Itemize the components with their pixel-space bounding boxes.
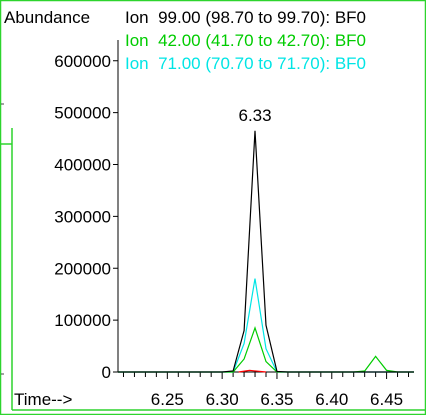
legend-entry: Ion 42.00 (41.70 to 42.70): BF0 bbox=[125, 31, 366, 50]
legend: Ion 99.00 (98.70 to 99.70): BF0 Ion 42.00… bbox=[125, 8, 366, 73]
y-tick-label: 0 bbox=[102, 363, 111, 382]
y-tick-label: 300000 bbox=[54, 207, 111, 226]
x-tick-label: 6.45 bbox=[370, 390, 403, 409]
x-axis-label: Time--> bbox=[14, 390, 72, 409]
x-tick-label: 6.30 bbox=[206, 390, 239, 409]
legend-entry: Ion 71.00 (70.70 to 71.70): BF0 bbox=[125, 54, 366, 73]
y-axis-label: Abundance bbox=[4, 8, 90, 27]
y-tick-label: 100000 bbox=[54, 311, 111, 330]
y-ticks: 0 100000 200000 300000 400000 500000 600000 bbox=[54, 52, 118, 382]
annotations: 6.33 bbox=[238, 106, 271, 125]
series-line-3 bbox=[238, 369, 267, 373]
y-tick-label: 500000 bbox=[54, 104, 111, 123]
peak-label: 6.33 bbox=[238, 106, 271, 125]
x-ticks: 6.25 6.30 6.35 6.40 6.45 bbox=[122, 372, 410, 409]
y-tick-label: 600000 bbox=[54, 52, 111, 71]
x-tick-label: 6.40 bbox=[315, 390, 348, 409]
series-group bbox=[118, 130, 414, 373]
x-tick-label: 6.35 bbox=[260, 390, 293, 409]
x-tick-label: 6.25 bbox=[151, 390, 184, 409]
legend-entry: Ion 99.00 (98.70 to 99.70): BF0 bbox=[125, 8, 366, 27]
series-line-0 bbox=[118, 130, 414, 373]
y-tick-label: 200000 bbox=[54, 259, 111, 278]
y-tick-label: 400000 bbox=[54, 156, 111, 175]
